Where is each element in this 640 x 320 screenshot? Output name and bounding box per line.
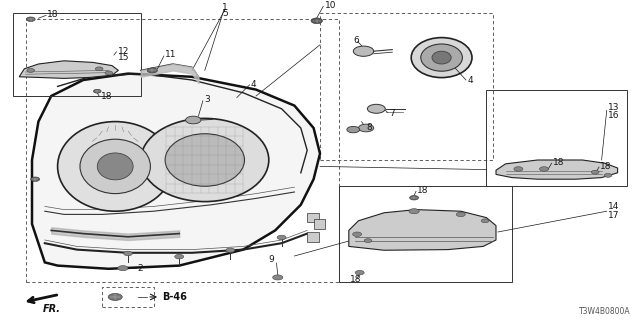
- Circle shape: [481, 219, 489, 223]
- Circle shape: [124, 251, 132, 256]
- Circle shape: [409, 209, 419, 214]
- Ellipse shape: [432, 51, 451, 64]
- Text: 18: 18: [600, 162, 612, 171]
- Circle shape: [353, 232, 362, 236]
- Polygon shape: [496, 160, 618, 179]
- Circle shape: [95, 67, 103, 71]
- Circle shape: [118, 266, 128, 271]
- Circle shape: [311, 18, 323, 24]
- Bar: [339, 186, 512, 282]
- Text: 13: 13: [608, 103, 620, 112]
- Bar: [486, 90, 627, 186]
- Bar: [307, 232, 319, 242]
- Circle shape: [514, 167, 523, 171]
- Circle shape: [591, 170, 599, 174]
- Circle shape: [147, 68, 157, 73]
- Ellipse shape: [165, 134, 244, 186]
- Text: 18: 18: [100, 92, 112, 101]
- Text: 5: 5: [223, 9, 228, 18]
- Circle shape: [108, 293, 122, 300]
- Text: B-46: B-46: [162, 292, 187, 302]
- Polygon shape: [32, 74, 320, 269]
- Circle shape: [353, 46, 374, 56]
- Ellipse shape: [412, 38, 472, 78]
- Text: 11: 11: [165, 50, 177, 59]
- Polygon shape: [19, 61, 118, 78]
- Text: 16: 16: [608, 111, 620, 120]
- Circle shape: [186, 116, 201, 124]
- Text: 4: 4: [467, 76, 473, 85]
- Ellipse shape: [141, 118, 269, 202]
- Text: 18: 18: [417, 186, 429, 195]
- Text: 3: 3: [204, 95, 210, 104]
- Bar: [314, 219, 325, 229]
- Text: 12: 12: [118, 47, 129, 56]
- Ellipse shape: [421, 44, 462, 71]
- Text: 2: 2: [137, 264, 143, 273]
- Circle shape: [226, 248, 235, 252]
- Circle shape: [105, 71, 113, 75]
- Circle shape: [355, 270, 364, 275]
- Circle shape: [347, 126, 360, 133]
- Text: 4: 4: [251, 80, 257, 89]
- Text: 18: 18: [47, 10, 58, 19]
- Bar: [102, 287, 154, 307]
- Text: 18: 18: [553, 158, 564, 167]
- Bar: [320, 13, 493, 160]
- Ellipse shape: [58, 122, 173, 211]
- Circle shape: [26, 17, 35, 21]
- Text: FR.: FR.: [43, 304, 61, 314]
- Circle shape: [410, 196, 419, 200]
- Text: 8: 8: [366, 124, 372, 132]
- Text: 14: 14: [608, 202, 620, 211]
- Ellipse shape: [80, 139, 150, 194]
- Text: 6: 6: [354, 36, 359, 45]
- Bar: [307, 213, 319, 222]
- Bar: [13, 13, 141, 96]
- Text: 15: 15: [118, 53, 129, 62]
- Polygon shape: [349, 210, 496, 250]
- Circle shape: [358, 124, 374, 132]
- Circle shape: [27, 68, 35, 72]
- Text: 1: 1: [223, 3, 228, 12]
- Circle shape: [364, 239, 372, 243]
- Circle shape: [604, 173, 612, 177]
- Text: 17: 17: [608, 211, 620, 220]
- Text: 10: 10: [324, 1, 336, 10]
- Circle shape: [456, 212, 465, 217]
- Circle shape: [273, 275, 283, 280]
- Circle shape: [93, 89, 101, 93]
- Circle shape: [367, 104, 385, 113]
- Text: 9: 9: [269, 255, 274, 264]
- Text: T3W4B0800A: T3W4B0800A: [579, 307, 630, 316]
- Circle shape: [175, 254, 184, 259]
- Text: 18: 18: [350, 275, 362, 284]
- Ellipse shape: [97, 153, 133, 180]
- Circle shape: [277, 235, 286, 240]
- Circle shape: [31, 177, 40, 181]
- Circle shape: [540, 167, 548, 171]
- Bar: [26, 19, 339, 282]
- Text: 7: 7: [389, 109, 395, 118]
